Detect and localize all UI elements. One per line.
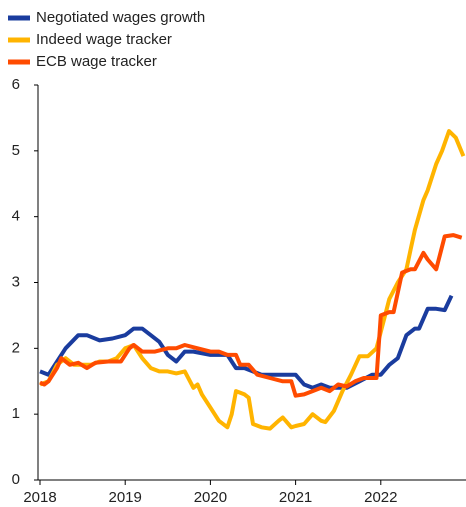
- y-tick-label: 5: [12, 142, 20, 159]
- y-tick-label: 1: [12, 405, 20, 422]
- legend-label: Indeed wage tracker: [36, 31, 172, 48]
- legend-label: ECB wage tracker: [36, 53, 157, 70]
- x-tick-label: 2018: [23, 489, 56, 506]
- x-tick-label: 2021: [279, 489, 312, 506]
- y-tick-label: 3: [12, 273, 20, 290]
- series-line: [39, 294, 454, 390]
- y-tick-label: 2: [12, 339, 20, 356]
- y-tick-label: 4: [12, 208, 20, 225]
- x-tick-label: 2020: [194, 489, 227, 506]
- y-tick-label: 6: [12, 76, 20, 93]
- legend-label: Negotiated wages growth: [36, 9, 205, 26]
- y-tick-label: 0: [12, 471, 20, 488]
- x-tick-label: 2022: [364, 489, 397, 506]
- x-tick-label: 2019: [109, 489, 142, 506]
- series-line: [39, 233, 463, 398]
